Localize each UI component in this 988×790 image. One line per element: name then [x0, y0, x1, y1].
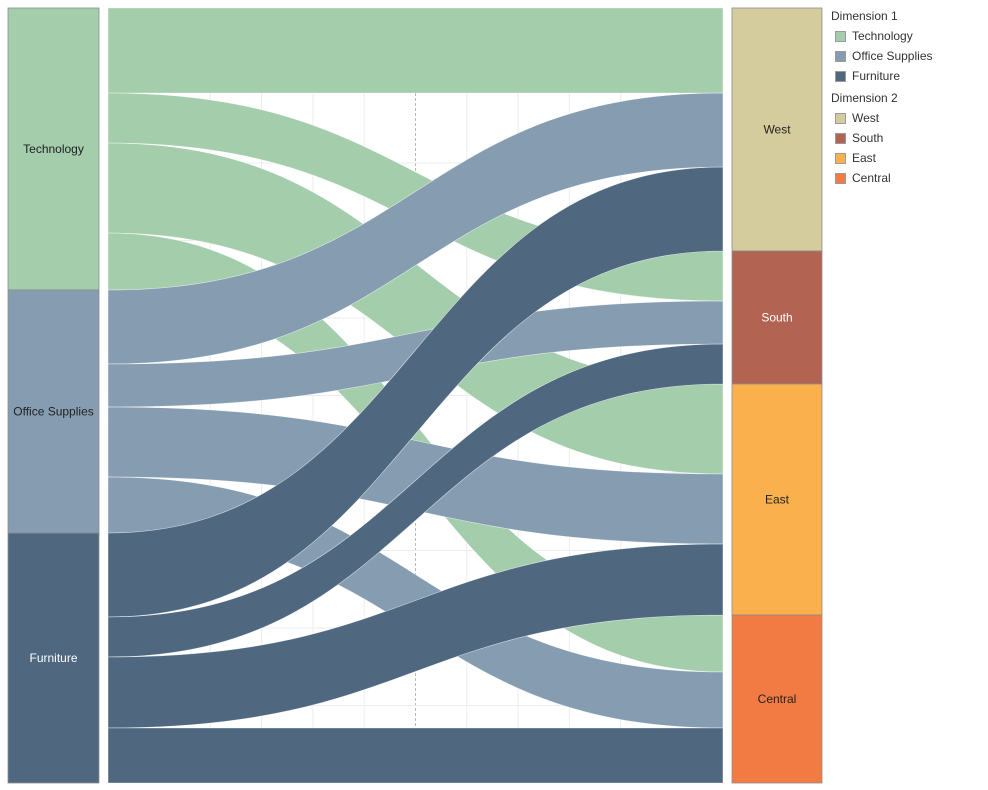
- legend-swatch: [835, 112, 846, 124]
- dimension2-nodes: West South East Central: [731, 7, 823, 784]
- legend-item-office-supplies[interactable]: Office Supplies: [831, 46, 933, 66]
- dimension2-node-south[interactable]: [731, 250, 823, 385]
- legend-swatch: [835, 30, 846, 42]
- legend-item-furniture[interactable]: Furniture: [831, 66, 933, 86]
- legend-label: Furniture: [852, 69, 901, 83]
- sankey-links: [107, 7, 724, 784]
- legend-swatch: [835, 152, 846, 164]
- dimension1-node-office-supplies[interactable]: [7, 289, 100, 534]
- dimension2-node-central[interactable]: [731, 614, 823, 784]
- link-furniture-to-south[interactable]: [107, 343, 724, 658]
- dimension2-node-east[interactable]: [731, 383, 823, 616]
- dimension1-node-label: Office Supplies: [13, 405, 94, 419]
- dimension1-node-furniture[interactable]: [7, 532, 100, 784]
- legend-item-technology[interactable]: Technology: [831, 26, 933, 46]
- link-furniture-to-central[interactable]: [107, 727, 724, 784]
- legend-label: South: [852, 131, 884, 145]
- dimension1-node-label: Furniture: [29, 651, 77, 665]
- legend-item-east[interactable]: East: [831, 148, 933, 168]
- dimension1-node-label: Technology: [23, 142, 84, 156]
- legend-group-dimension1: Dimension 1 Technology Office Supplies F…: [831, 8, 933, 86]
- legend-item-west[interactable]: West: [831, 108, 933, 128]
- dimension2-node-label: West: [763, 123, 791, 137]
- legend-title: Dimension 2: [831, 91, 898, 105]
- legend-swatch: [835, 50, 846, 62]
- legend-label: Central: [852, 171, 891, 185]
- legend-swatch: [835, 172, 846, 184]
- dimension2-node-west[interactable]: [731, 7, 823, 252]
- legend-swatch: [835, 132, 846, 144]
- dimension1-node-technology[interactable]: [7, 7, 100, 291]
- legend-swatch: [835, 70, 846, 82]
- legend-label: East: [852, 151, 877, 165]
- legend-item-south[interactable]: South: [831, 128, 933, 148]
- legend-title: Dimension 1: [831, 9, 898, 23]
- link-furniture-to-east[interactable]: [107, 543, 724, 729]
- link-technology-to-west[interactable]: [107, 7, 724, 94]
- legend: Dimension 1 Technology Office Supplies F…: [831, 8, 933, 188]
- legend-item-central[interactable]: Central: [831, 168, 933, 188]
- legend-label: Office Supplies: [852, 49, 933, 63]
- dimension2-node-label: East: [765, 493, 790, 507]
- legend-group-dimension2: Dimension 2 West South East Central: [831, 90, 933, 188]
- dimension2-node-label: Central: [758, 692, 797, 706]
- dimension2-node-label: South: [761, 311, 792, 325]
- legend-label: West: [852, 111, 880, 125]
- dimension1-nodes: Technology Office Supplies Furniture: [7, 7, 100, 784]
- legend-label: Technology: [852, 29, 913, 43]
- link-furniture-to-west[interactable]: [107, 166, 724, 618]
